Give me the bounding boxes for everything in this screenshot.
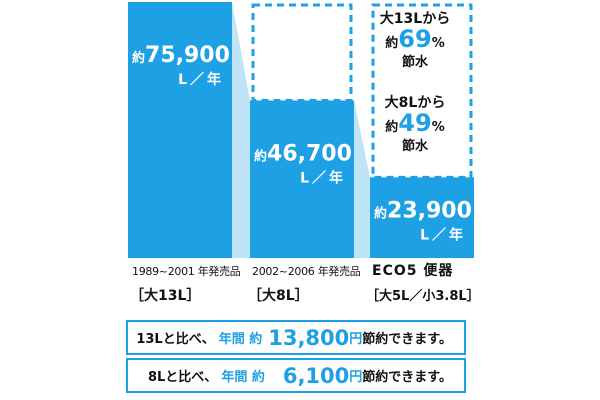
saving-from: 大13Lから (379, 11, 451, 27)
summary-compare: 13Lと比べ、 (136, 332, 215, 347)
summary-unit: 円 (349, 370, 363, 385)
summary-tail: 節約できます。 (362, 332, 452, 347)
bar-value-label: 約75,900 (132, 43, 230, 68)
saving-word: 節水 (401, 55, 428, 70)
bar (370, 177, 474, 258)
saving-note-8l: 大8Lから 約49% 節水 (373, 94, 457, 155)
saving-rate: 約49% (385, 109, 445, 137)
summary-label: 年間 約 (218, 332, 263, 347)
saving-word: 節水 (401, 139, 428, 154)
bar (128, 2, 232, 258)
summary-box-8l: 8Lと比べ、 年間 約 6,100 円 節約できます。 (126, 358, 466, 393)
summary-amount: 13,800 (268, 325, 350, 350)
summary-box-13l: 13Lと比べ、 年間 約 13,800 円 節約できます。 (126, 320, 466, 355)
saving-note-13l: 大13Lから 約69% 節水 (373, 10, 457, 71)
caption-model-3: ［大5L／小3.8L］ (366, 289, 480, 304)
summary-compare: 8Lと比べ、 (147, 370, 218, 385)
summary-amount: 6,100 (282, 363, 350, 388)
bar-value-label: 約46,700 (254, 141, 352, 166)
caption-model-2: ［大8L］ (248, 288, 309, 304)
bar-connector (354, 100, 370, 258)
saving-from: 大8Lから (384, 95, 446, 111)
saving-rate: 約69% (385, 25, 445, 53)
bar-unit-label: L／年 (178, 71, 224, 88)
caption-eco5-title: ECO5 便器 (372, 263, 454, 279)
bar-connector (232, 2, 250, 258)
bar-value-label: 約23,900 (374, 199, 472, 224)
previous-volume-outline (371, 3, 473, 179)
bar-unit-label: L／年 (420, 227, 466, 244)
caption-year-1: 1989~2001 年発売品 (132, 265, 241, 278)
bar (250, 100, 354, 258)
caption-year-2: 2002~2006 年発売品 (252, 265, 361, 278)
summary-label: 年間 約 (221, 370, 265, 385)
summary-tail: 節約できます。 (362, 370, 452, 385)
caption-model-1: ［大13L］ (130, 288, 201, 304)
bar-unit-label: L／年 (300, 169, 346, 186)
summary-unit: 円 (349, 332, 363, 347)
previous-volume-outline (251, 3, 353, 102)
